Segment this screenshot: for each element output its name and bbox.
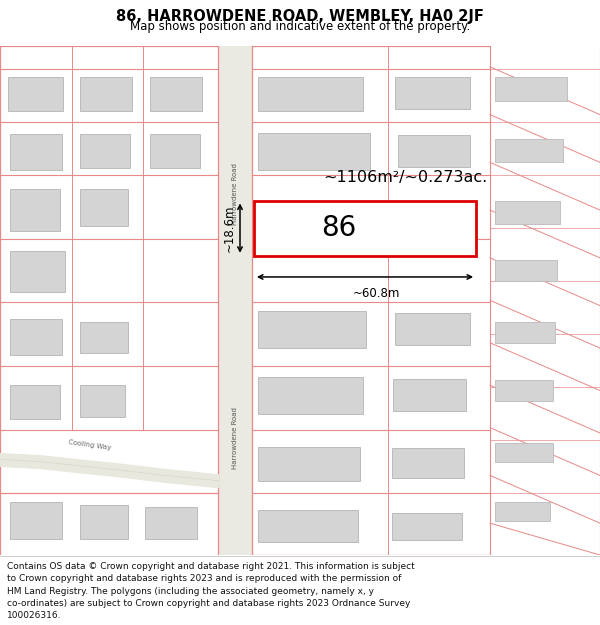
Bar xyxy=(10,134,62,170)
Bar xyxy=(258,78,363,111)
Text: HM Land Registry. The polygons (including the associated geometry, namely x, y: HM Land Registry. The polygons (includin… xyxy=(7,586,374,596)
Bar xyxy=(10,319,62,356)
Bar xyxy=(145,508,197,539)
Text: Contains OS data © Crown copyright and database right 2021. This information is : Contains OS data © Crown copyright and d… xyxy=(7,562,415,571)
Bar xyxy=(258,311,366,348)
Bar xyxy=(393,379,466,411)
Bar xyxy=(80,505,128,539)
Bar xyxy=(254,201,476,256)
Bar xyxy=(258,377,363,414)
Bar xyxy=(8,78,63,111)
Text: Map shows position and indicative extent of the property.: Map shows position and indicative extent… xyxy=(130,20,470,33)
Bar xyxy=(80,385,125,417)
Text: ~1106m²/~0.273ac.: ~1106m²/~0.273ac. xyxy=(323,170,487,185)
Bar xyxy=(10,189,60,231)
Bar xyxy=(495,78,567,101)
Bar xyxy=(398,135,470,167)
Bar xyxy=(218,46,252,555)
Bar xyxy=(395,313,470,345)
Bar xyxy=(258,447,360,481)
Bar xyxy=(392,448,464,478)
Bar xyxy=(80,78,132,111)
Bar xyxy=(392,512,462,540)
Bar xyxy=(395,78,470,109)
Text: 86, HARROWDENE ROAD, WEMBLEY, HA0 2JF: 86, HARROWDENE ROAD, WEMBLEY, HA0 2JF xyxy=(116,9,484,24)
Bar xyxy=(80,189,128,226)
Bar xyxy=(495,260,557,281)
Text: to Crown copyright and database rights 2023 and is reproduced with the permissio: to Crown copyright and database rights 2… xyxy=(7,574,401,583)
Bar xyxy=(10,385,60,419)
Bar xyxy=(258,132,370,170)
Text: Cooling Way: Cooling Way xyxy=(68,439,112,451)
Bar xyxy=(495,442,553,462)
Text: 86: 86 xyxy=(321,214,356,242)
Bar xyxy=(80,134,130,168)
Bar xyxy=(10,251,65,292)
Text: 100026316.: 100026316. xyxy=(7,611,62,620)
Text: ~18.6m: ~18.6m xyxy=(223,204,236,252)
Bar xyxy=(495,139,563,162)
Bar xyxy=(258,511,358,542)
Text: co-ordinates) are subject to Crown copyright and database rights 2023 Ordnance S: co-ordinates) are subject to Crown copyr… xyxy=(7,599,410,608)
Bar xyxy=(495,201,560,224)
Text: Harrowdene Road: Harrowdene Road xyxy=(232,408,238,469)
Text: Harrowdene Road: Harrowdene Road xyxy=(232,163,238,225)
Text: ~60.8m: ~60.8m xyxy=(352,286,400,299)
Bar xyxy=(10,502,62,539)
Bar xyxy=(150,78,202,111)
Bar xyxy=(80,321,128,353)
Bar xyxy=(150,134,200,168)
Bar xyxy=(495,321,555,342)
Bar xyxy=(495,502,550,521)
Bar xyxy=(495,380,553,401)
